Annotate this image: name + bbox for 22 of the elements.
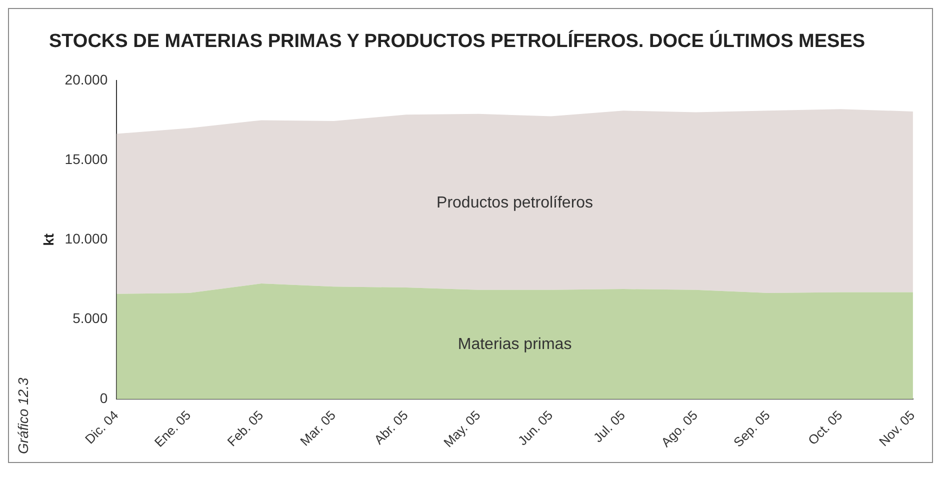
x-tick-label: Abr. 05 (371, 408, 411, 448)
x-tick-label: Oct. 05 (804, 408, 846, 448)
x-tick-label: Ene. 05 (151, 408, 194, 450)
series-label: Productos petrolíferos (436, 194, 594, 212)
x-tick-label: Jun. 05 (514, 408, 556, 448)
x-tick-label: Sep. 05 (730, 408, 773, 450)
x-tick-label: Mar. 05 (297, 408, 338, 449)
y-tick-label: 15.000 (64, 150, 108, 167)
y-tick-label: 5.000 (72, 310, 108, 326)
x-tick-label: Feb. 05 (224, 408, 266, 450)
series-label: Materias primas (458, 336, 572, 353)
x-tick-label: Nov. 05 (876, 408, 918, 450)
y-tick-label: 20.000 (64, 71, 108, 88)
chart-title: STOCKS DE MATERIAS PRIMAS Y PRODUCTOS PETROLÍFEROS. DOCE ÚLTIMOS MESES (49, 31, 866, 53)
x-tick-label: Ago. 05 (658, 408, 700, 450)
x-tick-label: Jul. 05 (590, 408, 628, 446)
y-axis-title: kt (40, 233, 56, 246)
y-tick-label: 10.000 (64, 230, 108, 247)
x-tick-label: Dic. 04 (82, 408, 122, 447)
text: Gráfico 12.3 (15, 378, 31, 454)
x-tick-label: May. 05 (440, 408, 484, 450)
y-tick-label: 0 (100, 390, 108, 406)
